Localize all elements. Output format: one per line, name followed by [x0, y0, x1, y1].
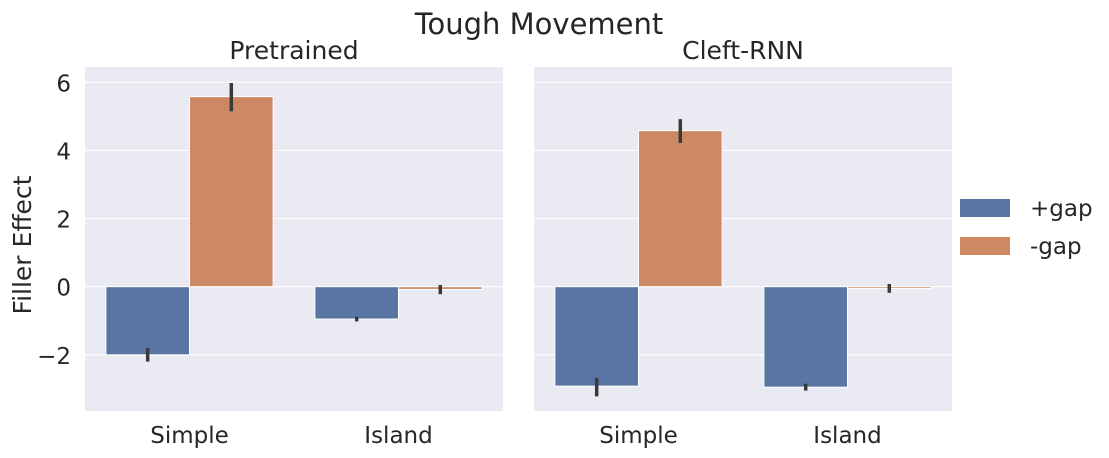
y-tick-label: 2 [56, 208, 71, 234]
legend-swatch [960, 199, 1010, 217]
y-tick-label: 6 [56, 71, 71, 97]
chart-panels: −2 0 2 4 6 Pretrained Simple Island Cleft-RNN Sim… [37, 36, 952, 449]
legend-label: +gap [1030, 196, 1093, 222]
x-tick-label: Island [364, 423, 432, 449]
legend: +gap -gap [960, 196, 1093, 260]
panel-title: Pretrained [229, 36, 358, 65]
x-tick-label: Simple [599, 423, 678, 449]
bar-gap-island [763, 286, 849, 388]
panel-0: −2 0 2 4 6 Pretrained Simple Island [37, 36, 503, 449]
y-tick-label: 4 [56, 139, 71, 165]
bar-gap-simple [105, 286, 190, 356]
bar-gap-simple [554, 286, 640, 387]
y-axis-label: Filler Effect [8, 175, 37, 314]
x-tick-label: Island [813, 423, 881, 449]
bar-gap-island [314, 286, 399, 320]
bar-gap-simple [638, 130, 723, 288]
x-tick-label: Simple [150, 423, 229, 449]
y-tick-label: −2 [37, 344, 71, 370]
y-tick-label: 0 [56, 276, 71, 302]
panel-1: Cleft-RNN Simple Island [534, 36, 952, 449]
panel-title: Cleft-RNN [682, 36, 804, 65]
legend-swatch [960, 237, 1010, 255]
bar-gap-simple [189, 96, 274, 288]
legend-label: -gap [1030, 234, 1082, 260]
figure-title: Tough Movement [414, 7, 664, 41]
